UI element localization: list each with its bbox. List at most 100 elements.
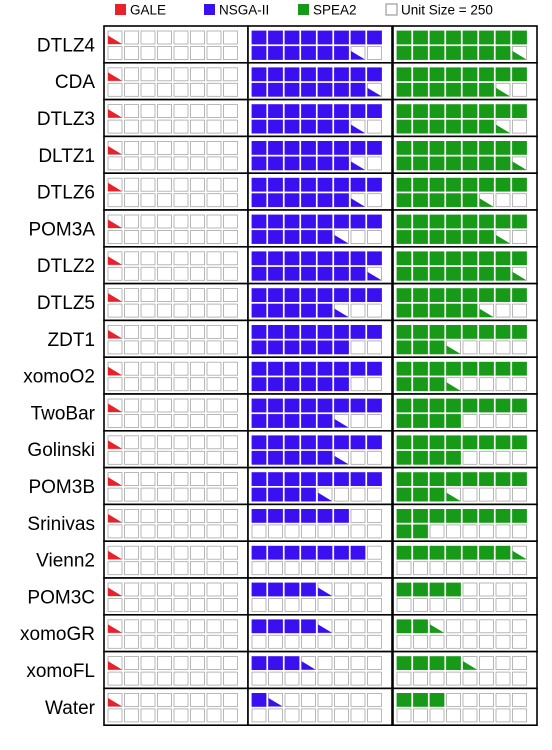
unit-square-filled xyxy=(367,435,382,450)
unit-square-partial xyxy=(108,293,122,302)
unit-square-filled xyxy=(429,693,445,707)
row-label: Vienn2 xyxy=(36,551,95,572)
unit-square-filled xyxy=(317,266,333,281)
unit-square-empty xyxy=(140,67,156,82)
waffle-cell-gale xyxy=(103,25,249,64)
unit-square-empty xyxy=(206,288,222,303)
unit-square-empty xyxy=(223,524,238,539)
unit-square-filled xyxy=(301,46,316,60)
unit-square-filled xyxy=(284,230,300,244)
unit-square-empty xyxy=(140,435,156,450)
unit-square-empty xyxy=(206,472,222,487)
unit-square-filled xyxy=(396,619,412,634)
unit-square-filled xyxy=(462,140,478,155)
unit-square-empty xyxy=(173,104,189,118)
unit-square-filled xyxy=(268,177,283,192)
unit-square-filled xyxy=(446,450,461,465)
row-label: xomoFL xyxy=(26,661,95,682)
waffle-cell-gale xyxy=(103,209,249,248)
unit-square-empty xyxy=(367,193,382,208)
unit-square-empty xyxy=(190,266,205,281)
unit-square-filled xyxy=(251,214,267,229)
unit-square-empty xyxy=(157,671,172,686)
waffle-cell-spea xyxy=(392,540,538,579)
unit-square-empty xyxy=(301,561,316,576)
waffle-cell-spea xyxy=(392,613,538,653)
unit-square-filled xyxy=(334,119,349,134)
unit-square-filled xyxy=(317,156,333,171)
unit-square-filled xyxy=(301,472,316,487)
unit-square-empty xyxy=(107,708,123,723)
unit-square-empty xyxy=(206,398,222,413)
unit-square-empty xyxy=(317,708,333,723)
unit-square-filled xyxy=(446,67,461,82)
unit-square-empty xyxy=(206,119,222,134)
unit-square-empty xyxy=(367,487,382,502)
unit-square-filled xyxy=(396,656,412,670)
unit-square-partial xyxy=(108,440,122,449)
unit-square-empty xyxy=(429,708,445,723)
unit-square-empty xyxy=(140,656,156,670)
unit-square-filled xyxy=(268,398,283,413)
unit-square-empty xyxy=(107,82,123,97)
unit-square-empty xyxy=(157,487,172,502)
unit-square-filled xyxy=(413,251,428,266)
unit-square-empty xyxy=(367,656,382,670)
unit-square-filled xyxy=(284,398,300,413)
unit-square-empty xyxy=(190,214,205,229)
unit-square-filled xyxy=(301,435,316,450)
unit-square-empty xyxy=(462,598,478,612)
unit-square-filled xyxy=(429,545,445,560)
unit-square-empty xyxy=(301,671,316,686)
unit-square-filled xyxy=(429,156,445,171)
unit-square-empty xyxy=(495,671,511,686)
unit-square-filled xyxy=(495,67,511,82)
unit-square-filled xyxy=(268,156,283,171)
unit-square-empty xyxy=(107,303,123,318)
unit-square-filled xyxy=(334,30,349,45)
waffle-cell-spea xyxy=(392,209,538,248)
unit-square-filled xyxy=(495,398,511,413)
unit-square-filled xyxy=(462,251,478,266)
unit-square-filled xyxy=(462,156,478,171)
unit-square-filled xyxy=(396,324,412,339)
unit-square-empty xyxy=(157,214,172,229)
waffle-cell-nsga xyxy=(247,61,393,101)
unit-square-filled xyxy=(268,266,283,281)
unit-square-empty xyxy=(317,693,333,707)
row-label: xomoGR xyxy=(20,624,95,645)
legend-swatch-spea xyxy=(298,4,309,15)
unit-square-filled xyxy=(429,487,445,502)
unit-square-empty xyxy=(190,104,205,118)
unit-square-filled xyxy=(495,251,511,266)
unit-square-filled xyxy=(301,340,316,355)
unit-square-filled xyxy=(317,251,333,266)
unit-square-filled xyxy=(429,508,445,523)
unit-square-empty xyxy=(206,303,222,318)
unit-square-empty xyxy=(350,377,366,392)
unit-square-empty xyxy=(190,303,205,318)
unit-square-empty xyxy=(190,140,205,155)
unit-square-filled xyxy=(268,487,283,502)
unit-square-partial xyxy=(108,697,122,707)
waffle-cell-gale xyxy=(103,503,249,542)
unit-square-partial xyxy=(334,419,349,428)
unit-square-filled xyxy=(512,508,527,523)
unit-square-filled xyxy=(334,251,349,266)
unit-square-filled xyxy=(350,82,366,97)
unit-square-empty xyxy=(140,340,156,355)
unit-square-empty xyxy=(140,582,156,597)
unit-square-empty xyxy=(206,708,222,723)
unit-square-filled xyxy=(284,214,300,229)
unit-square-filled xyxy=(334,140,349,155)
unit-square-empty xyxy=(140,398,156,413)
unit-square-empty xyxy=(190,193,205,208)
unit-square-empty xyxy=(367,693,382,707)
unit-square-empty xyxy=(124,104,139,118)
unit-square-filled xyxy=(446,303,461,318)
unit-square-empty xyxy=(206,193,222,208)
unit-square-empty xyxy=(334,708,349,723)
unit-square-empty xyxy=(107,119,123,134)
unit-square-empty xyxy=(413,634,428,649)
unit-square-filled xyxy=(446,119,461,134)
